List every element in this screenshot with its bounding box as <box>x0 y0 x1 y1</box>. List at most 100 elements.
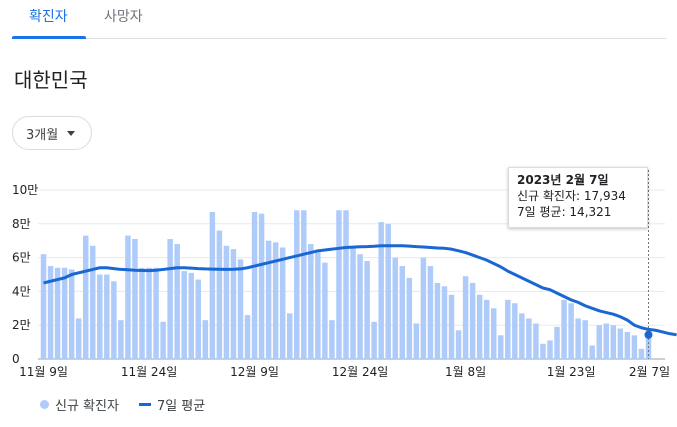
bar <box>413 323 420 359</box>
tab-deaths[interactable]: 사망자 <box>104 9 143 25</box>
bar <box>441 286 448 359</box>
bar-series <box>40 210 652 359</box>
legend-bars-label: 신규 확진자 <box>55 399 119 414</box>
bar <box>589 345 595 359</box>
bar <box>75 318 82 359</box>
bar <box>329 320 335 359</box>
bar <box>638 348 645 359</box>
bar <box>315 252 321 359</box>
x-tick-label: 12월 9일 <box>230 365 279 379</box>
bar <box>301 210 307 359</box>
bar <box>90 245 96 359</box>
tooltip-new-cases: 신규 확진자: 17,934 <box>517 189 626 203</box>
bar <box>624 331 631 359</box>
bar <box>462 276 469 359</box>
bar <box>343 210 349 359</box>
tooltip-date: 2023년 2월 7일 <box>517 173 609 187</box>
legend-line-label: 7일 평균 <box>156 399 206 414</box>
bar <box>378 222 384 359</box>
tooltip-average: 7일 평균: 14,321 <box>517 205 612 219</box>
bar <box>118 320 124 359</box>
bar <box>308 244 314 359</box>
x-tick-label: 1월 23일 <box>547 365 596 379</box>
bar <box>265 240 272 359</box>
bar <box>392 257 398 359</box>
tooltip: 2023년 2월 7일 신규 확진자: 17,934 7일 평균: 14,321 <box>508 167 648 228</box>
bar <box>455 330 462 359</box>
bar <box>519 313 525 359</box>
bar <box>533 323 539 359</box>
y-axis-ticks: 0 2만 4만 6만 8만 10만 <box>12 183 38 366</box>
region-title: 대한민국 <box>14 68 88 92</box>
bar <box>167 239 173 359</box>
bar <box>139 267 145 359</box>
range-selector-label: 3개월 <box>26 127 59 143</box>
bar <box>476 294 483 359</box>
bar <box>498 335 504 359</box>
bar <box>505 299 511 359</box>
bar <box>434 282 441 359</box>
bar <box>582 320 588 359</box>
bar <box>547 340 553 359</box>
tab-confirmed[interactable]: 확진자 <box>29 9 68 25</box>
bar <box>104 274 110 359</box>
y-tick-label: 2만 <box>12 318 31 332</box>
bar <box>554 326 560 359</box>
bar <box>286 313 293 359</box>
hover-point <box>644 330 653 339</box>
bar <box>512 303 518 359</box>
bar <box>146 267 152 359</box>
bar <box>223 245 230 359</box>
bar <box>251 211 258 359</box>
bar <box>399 266 406 359</box>
bar <box>153 267 159 359</box>
bar <box>111 281 117 359</box>
bar <box>631 335 638 359</box>
bar <box>322 262 328 359</box>
range-selector[interactable]: 3개월 <box>12 116 92 150</box>
bar <box>181 271 187 359</box>
bar <box>61 267 68 359</box>
bar <box>258 213 265 359</box>
bar <box>490 308 497 359</box>
bar <box>54 267 61 359</box>
bar <box>195 279 202 359</box>
bar <box>350 247 356 359</box>
bar <box>448 294 455 359</box>
y-tick-label: 8만 <box>12 217 31 231</box>
bar <box>202 320 209 359</box>
bar <box>596 325 602 359</box>
bar <box>603 323 610 359</box>
y-tick-label: 10만 <box>12 183 38 197</box>
bar <box>272 242 279 359</box>
bar <box>209 211 216 359</box>
bar <box>385 223 391 359</box>
bar <box>132 239 138 359</box>
x-tick-label: 1월 8일 <box>445 365 486 379</box>
bar <box>540 343 546 359</box>
bar <box>469 282 476 359</box>
x-axis-ticks: 11월 9일 11월 24일 12월 9일 12월 24일 1월 8일 1월 23일 2월 … <box>19 365 670 379</box>
x-tick-label: 2월 7일 <box>629 365 670 379</box>
bar <box>244 315 251 359</box>
bar <box>294 210 300 359</box>
bar <box>364 260 370 359</box>
bar <box>279 247 286 359</box>
legend-bar-swatch <box>40 400 49 409</box>
bar <box>188 272 194 359</box>
tab-bar: 확진자 사망자 <box>12 0 666 39</box>
bar <box>336 210 342 359</box>
x-tick-label: 11월 9일 <box>19 365 68 379</box>
bar <box>357 254 363 359</box>
bar <box>575 318 581 359</box>
bar <box>568 303 574 359</box>
bar <box>617 328 624 359</box>
bar <box>160 321 166 359</box>
bar <box>216 230 223 359</box>
x-tick-label: 12월 24일 <box>332 365 388 379</box>
bar <box>97 274 103 359</box>
bar <box>47 266 54 359</box>
bar <box>230 249 237 359</box>
x-tick-label: 11월 24일 <box>121 365 177 379</box>
